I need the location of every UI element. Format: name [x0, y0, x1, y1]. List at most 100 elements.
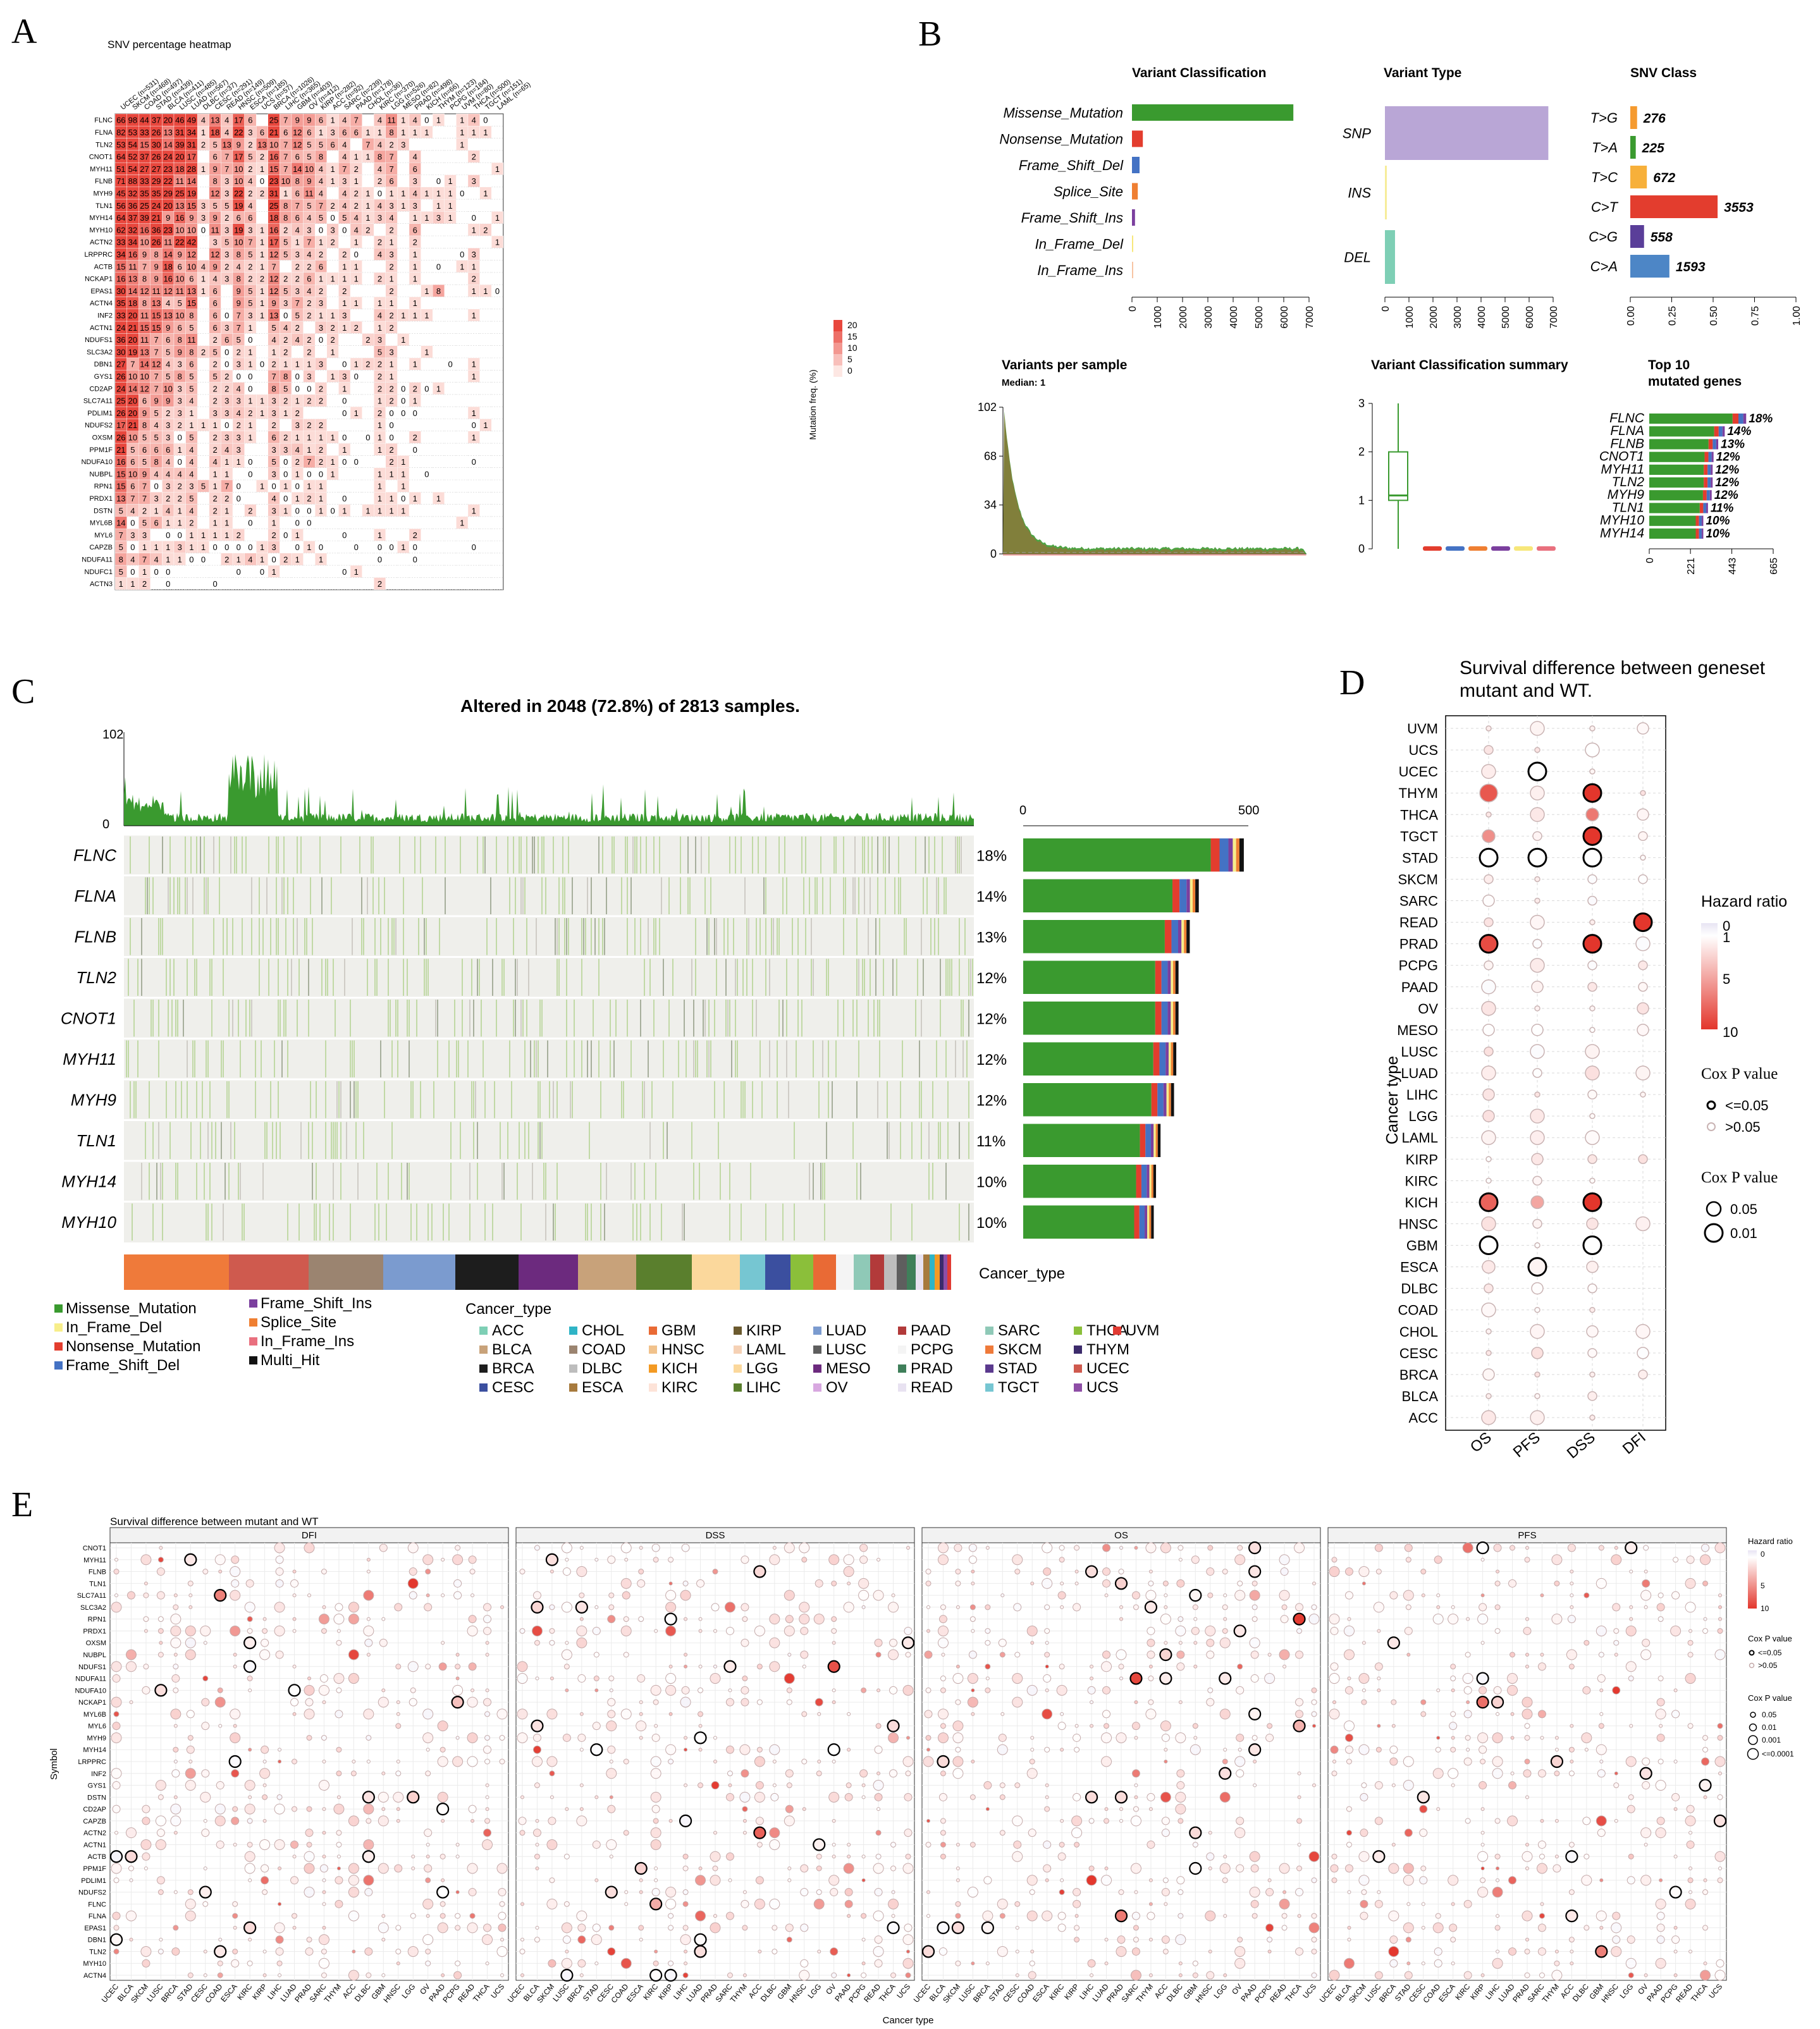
heatmap-value: 0: [260, 176, 264, 186]
heatmap-value: 0: [295, 482, 300, 491]
mutation-tick: [211, 959, 212, 996]
axis-tick-label: 102: [102, 728, 123, 742]
mutation-tick: [887, 1081, 888, 1119]
facet-point: [468, 1888, 477, 1897]
legend-symbol: [1706, 1201, 1722, 1217]
facet-point: [244, 1803, 255, 1815]
heatmap-value: 0: [413, 555, 417, 564]
facet-point: [171, 1947, 180, 1956]
hazard-point: [1587, 1283, 1597, 1294]
facet-point: [185, 1768, 196, 1779]
heatmap-value: 9: [154, 262, 158, 271]
facet-point: [200, 1791, 211, 1803]
heatmap-value: 2: [142, 506, 147, 515]
heatmap-value: 3: [295, 286, 300, 296]
facet-x-label: KIRP: [656, 1982, 675, 2001]
mutation-tick: [955, 1040, 956, 1077]
facet-point: [379, 1638, 388, 1647]
heatmap-value: 0: [413, 408, 417, 418]
facet-point: [170, 1614, 181, 1625]
legend-symbol: [1704, 1223, 1724, 1243]
hazard-point: [1482, 829, 1496, 843]
facet-point: [483, 1923, 492, 1932]
heatmap-value: 4: [224, 116, 229, 125]
hazard-point: [1527, 847, 1547, 867]
heatmap-value: 0: [260, 567, 264, 577]
heatmap-value: 8: [436, 286, 441, 296]
heatmap-value: 24: [116, 323, 125, 333]
heatmap-value: 3: [271, 506, 276, 515]
facet-point: [348, 1673, 359, 1684]
facet-point: [318, 1614, 329, 1625]
cancer-track-block: [578, 1254, 636, 1290]
heatmap-value: 2: [378, 238, 382, 247]
mutation-tick: [566, 959, 567, 996]
facet-point: [248, 1748, 252, 1752]
heatmap-value: 3: [237, 396, 241, 406]
mutation-tick: [672, 959, 673, 996]
heatmap-value: 1: [178, 555, 182, 564]
mutation-tick: [433, 1081, 434, 1119]
dotplot-y-label: PRAD: [1399, 936, 1438, 952]
mutation-tick: [602, 837, 603, 874]
facet-point: [437, 1756, 448, 1767]
mutation-tick: [380, 918, 381, 955]
gene-bar-nonsense: [1708, 439, 1713, 450]
facet-point: [426, 1593, 430, 1598]
heatmap-value: 16: [269, 225, 278, 235]
heatmap-row-label: CNOT1: [89, 154, 113, 161]
heatmap-value: 7: [307, 457, 311, 467]
heatmap-value: 2: [319, 286, 323, 296]
heatmap-value: 5: [283, 250, 288, 259]
heatmap-value: 2: [212, 335, 217, 345]
mutation-tick: [744, 1081, 746, 1119]
mutation-tick: [742, 959, 744, 996]
mutation-tick: [209, 959, 211, 996]
heatmap-value: 20: [163, 201, 172, 211]
facet-point: [484, 1818, 491, 1824]
heatmap-value: 2: [307, 396, 311, 406]
heatmap-value: 0: [224, 420, 229, 430]
facet-point: [425, 1960, 431, 1966]
mutation-tick: [445, 877, 446, 914]
heatmap-value: 1: [319, 482, 323, 491]
mutation-tick: [321, 877, 323, 914]
mutation-tick: [484, 1081, 486, 1119]
mutation-tick: [207, 1203, 209, 1241]
heatmap-value: 3: [330, 225, 335, 235]
heatmap-value: 2: [319, 445, 323, 455]
hazard-point: [1582, 783, 1602, 803]
facet-point: [437, 1720, 448, 1732]
legend-swatch: [833, 331, 842, 343]
gene-percent: 12%: [1714, 489, 1738, 502]
mutation-tick: [412, 1081, 414, 1119]
dotplot-y-label: SKCM: [1398, 871, 1438, 887]
mutation-tick: [581, 1040, 582, 1077]
mutation-tick: [456, 1040, 457, 1077]
heatmap-value: 1: [330, 457, 335, 467]
heatmap-value: 1: [354, 298, 359, 308]
facet-point: [262, 1794, 268, 1800]
mutation-tick: [276, 837, 277, 874]
heatmap-value: 4: [154, 420, 158, 430]
heatmap-value: 1: [424, 188, 429, 198]
mutation-tick: [765, 1203, 766, 1241]
mutation-tick: [524, 1040, 526, 1077]
mutation-tick: [828, 1081, 829, 1119]
mutation-tick: [718, 1122, 719, 1159]
mutation-tick: [479, 959, 480, 996]
mutation-tick: [160, 918, 161, 955]
heatmap-value: 8: [119, 555, 123, 564]
bar-mark: [1385, 166, 1387, 219]
dotplot-y-label: KIRC: [1405, 1173, 1438, 1189]
heatmap-value: 5: [307, 152, 311, 162]
mutation-tick: [627, 1000, 628, 1037]
bar-mark: [1630, 166, 1647, 188]
mutation-tick: [312, 1122, 313, 1159]
facet-point: [437, 1791, 448, 1803]
gene-bar-other: [1711, 477, 1713, 488]
heatmap-row-label: FLNC: [94, 117, 113, 125]
facet-point: [114, 1557, 118, 1562]
mutation-tick: [397, 1000, 398, 1037]
facet-point: [230, 1566, 241, 1578]
